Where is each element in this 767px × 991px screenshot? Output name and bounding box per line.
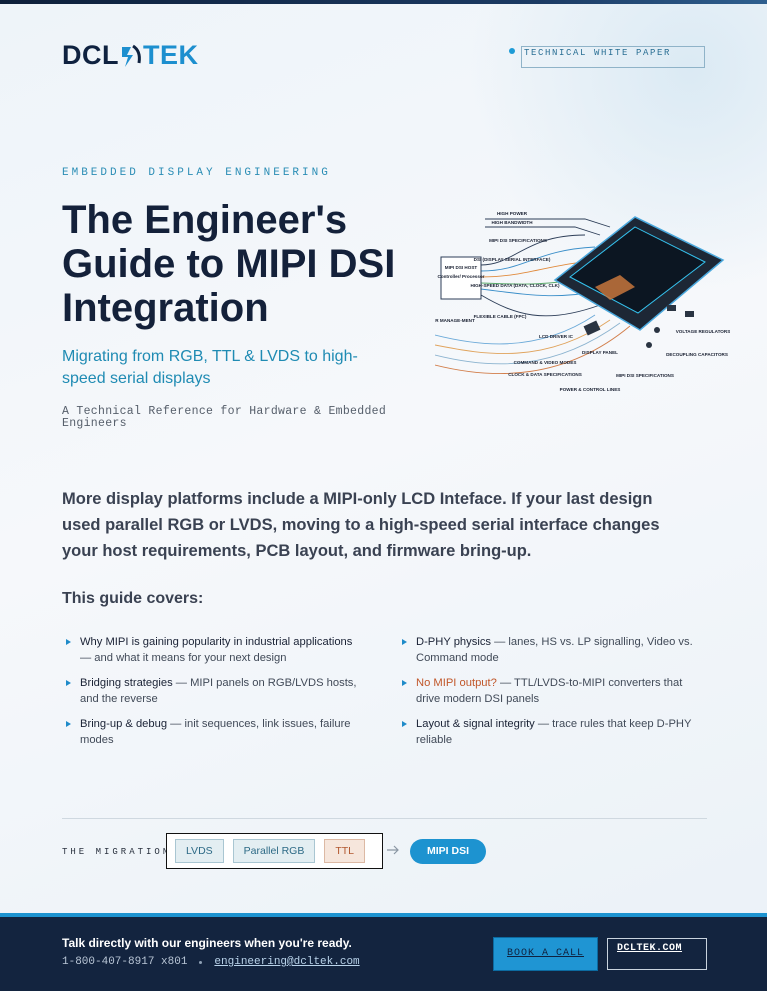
item-text: — and what it means for your next design [80, 652, 287, 664]
footer [0, 913, 767, 991]
logo-text: DCL [62, 40, 119, 70]
host-box [440, 256, 482, 300]
item-text: — lanes, HS vs. LP signalling, Video vs.… [416, 636, 693, 664]
subtitle: Migrating from RGB, TTL & LVDS to high-s… [62, 348, 358, 387]
driver-ic [583, 320, 601, 336]
item-lead: No MIPI output? [416, 677, 497, 689]
item-lead: Bridging strategies [80, 677, 173, 689]
title: The Engineer's Guide to MIPI DSI Integra… [62, 198, 396, 330]
diagram-label: VOLTAGE REGULATORS [676, 329, 730, 334]
covers-column: D-PHY physics — lanes, HS vs. LP signall… [398, 634, 698, 757]
bullet [402, 680, 407, 686]
email[interactable]: engineering@dcltek.com [214, 956, 360, 968]
diagram-label: MIPI DSI HOST [445, 265, 478, 270]
diagram-label: HIGH BANDWIDTH [491, 220, 533, 225]
bullet [66, 639, 71, 645]
item-text: — trace rules that keep D-PHY reliable [416, 718, 692, 746]
intro: More display platforms include a MIPI-on… [62, 490, 660, 560]
diagram-label: POWER & CONTROL LINES [560, 387, 621, 392]
cover-item: Why MIPI is gaining popularity in indust… [62, 634, 362, 675]
audience: A Technical Reference for Hardware & Emb… [62, 405, 387, 430]
covers-heading: This guide covers: [62, 590, 204, 607]
badge-dot [509, 48, 515, 54]
diagram-label: Controller/ Processor [438, 274, 485, 279]
arrow [387, 845, 399, 855]
diagram-label: FLEXIBLE CABLE (FPC) [474, 314, 527, 319]
trace [435, 319, 611, 354]
migration-from: LVDS Parallel RGB TTL [166, 833, 383, 869]
diagram-label: DSI (DISPLAY SERIAL INTERFACE) [474, 257, 551, 262]
item-lead: Bring-up & debug [80, 718, 168, 730]
contact: 1-800-407-8917 x801 engineering@dcltek.c… [62, 956, 360, 968]
legacy-chip: Parallel RGB [232, 839, 316, 863]
cta: Talk directly with our engineers when yo… [62, 936, 352, 950]
item-text: — TTL/LVDS-to-MIPI converters that drive… [416, 677, 683, 705]
trace [435, 325, 631, 375]
item-lead: Layout & signal integrity [416, 718, 535, 730]
traces [435, 218, 631, 375]
diagram-label: MIPI DSI SPECIFICATIONS [489, 238, 547, 243]
trace [480, 294, 601, 317]
cover-item: Bring-up & debug — init sequences, link … [62, 716, 362, 757]
diagram-label: CLOCK & DATA SPECIFICATIONS [508, 372, 582, 377]
logo: DCL TEK [62, 40, 199, 71]
logo-arc [132, 44, 141, 63]
cover-item: D-PHY physics — lanes, HS vs. LP signall… [398, 634, 698, 675]
illustration: HIGH POWER HIGH BANDWIDTH MIPI DSI SPECIFI… [435, 211, 730, 392]
trace [480, 234, 586, 266]
top-bar [0, 0, 767, 4]
book-call-button[interactable]: BOOK A CALL [493, 937, 598, 971]
trace [485, 226, 601, 236]
diagram-label: COMMAND & VIDEO MODES [514, 360, 577, 365]
arrow-path [387, 845, 399, 855]
item-lead: Why MIPI is gaining popularity in indust… [80, 636, 353, 648]
separator [199, 960, 203, 964]
diagram-label: HIGH-SPEED DATA (DATA, CLOCK, CLK) [470, 283, 560, 288]
bullet [66, 721, 71, 727]
site-link[interactable]: DCLTEK.COM [607, 938, 707, 970]
diagram-label: HIGH POWER [497, 211, 528, 216]
cover-item: No MIPI output? — TTL/LVDS-to-MIPI conve… [398, 675, 698, 716]
trace [435, 322, 621, 365]
trace [480, 246, 596, 272]
regulator [667, 305, 676, 311]
logo-icon [122, 44, 141, 67]
logo-bolt [122, 46, 133, 67]
item-text: — init sequences, link issues, failure m… [80, 718, 351, 746]
phone[interactable]: 1-800-407-8917 x801 [62, 956, 188, 968]
migration-label: THE MIGRATION [62, 847, 172, 857]
cover-item: Bridging strategies — MIPI panels on RGB… [62, 675, 362, 716]
bullet [66, 680, 71, 686]
diagram-label: MIPI DSI SPECIFICATIONS [616, 373, 674, 378]
capacitor [654, 327, 660, 333]
legacy-chip: TTL [324, 839, 366, 863]
divider [62, 818, 707, 819]
diagram-label: DISPLAY PANEL [582, 350, 618, 355]
flex-cable [595, 275, 635, 300]
regulator [685, 311, 694, 317]
trace [435, 314, 596, 345]
badge: TECHNICAL WHITE PAPER [521, 46, 705, 68]
capacitor [646, 342, 652, 348]
bullet [402, 721, 407, 727]
item-text: — MIPI panels on RGB/LVDS hosts, and the… [80, 677, 357, 705]
diagram-label: DECOUPLING CAPACITORS [666, 352, 728, 357]
logo-text: TEK [143, 40, 199, 70]
diagram-label: LCD DRIVER IC [539, 334, 574, 339]
trace [485, 218, 611, 228]
legacy-chip: LVDS [175, 839, 224, 863]
eyebrow: EMBEDDED DISPLAY ENGINEERING [62, 167, 331, 179]
target-pill: MIPI DSI [410, 839, 486, 864]
cover-item: Layout & signal integrity — trace rules … [398, 716, 698, 757]
bullet [402, 639, 407, 645]
diagram-label: POWER MANAGE-MENT [435, 318, 475, 323]
covers-column: Why MIPI is gaining popularity in indust… [62, 634, 362, 757]
item-lead: D-PHY physics [416, 636, 492, 648]
